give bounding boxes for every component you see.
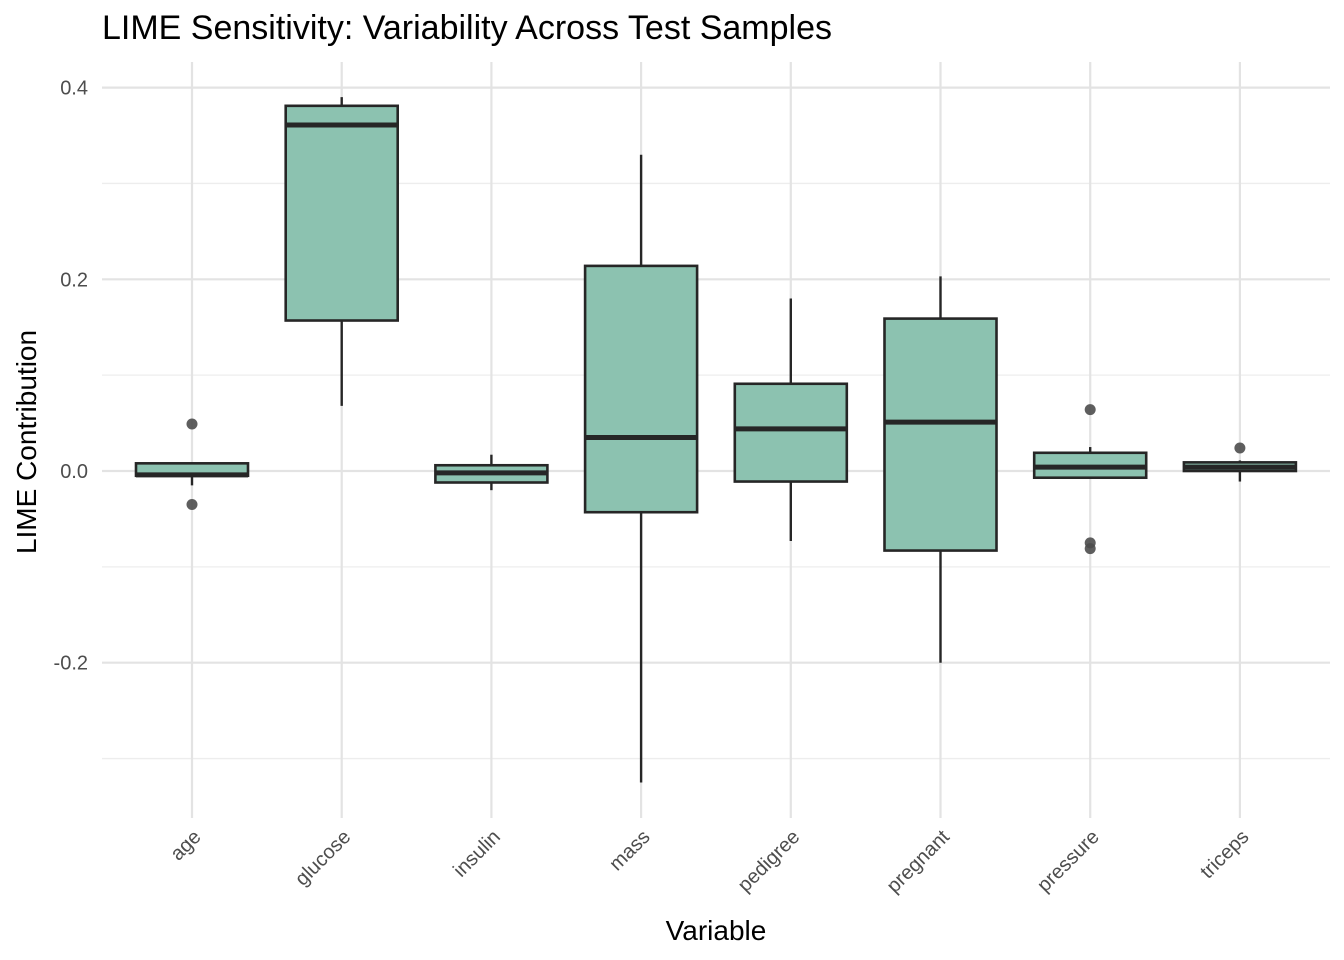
box-iqr [284, 104, 400, 322]
box-pedigree [733, 298, 849, 541]
box-pressure [1032, 404, 1148, 555]
outlier-point [186, 499, 198, 511]
x-tick-label: triceps [1196, 826, 1253, 883]
box-age [134, 418, 250, 511]
x-tick-label: insulin [449, 826, 505, 882]
y-tick-label: 0.4 [60, 78, 88, 100]
y-axis-title: LIME Contribution [11, 330, 42, 554]
box-iqr [883, 317, 998, 552]
x-tick-label: age [166, 826, 205, 865]
x-tick-label: mass [605, 826, 654, 875]
box-pregnant [883, 276, 998, 663]
x-axis-title: Variable [666, 915, 767, 946]
chart-title: LIME Sensitivity: Variability Across Tes… [102, 9, 832, 47]
outlier-point [1234, 442, 1246, 454]
outlier-point [1084, 404, 1096, 416]
x-axis-ticks: age glucose insulin mass pedigree pregnant pre… [166, 826, 1253, 898]
outlier-point [186, 418, 198, 430]
y-tick-label: -0.2 [54, 653, 88, 675]
box-iqr [583, 264, 699, 514]
box-triceps [1182, 442, 1298, 482]
box-iqr [733, 382, 849, 483]
outlier-point [1084, 543, 1096, 555]
boxes [134, 97, 1298, 783]
x-tick-label: pedigree [734, 826, 805, 897]
y-tick-label: 0.0 [60, 461, 88, 483]
y-axis-ticks: 0.4 0.2 0.0 -0.2 [54, 78, 88, 675]
x-tick-label: pregnant [883, 826, 955, 898]
box-mass [583, 154, 699, 783]
box-insulin [434, 454, 549, 491]
box-glucose [284, 97, 400, 406]
y-tick-label: 0.2 [60, 269, 88, 291]
x-tick-label: pressure [1033, 826, 1104, 897]
x-tick-label: glucose [291, 826, 355, 890]
